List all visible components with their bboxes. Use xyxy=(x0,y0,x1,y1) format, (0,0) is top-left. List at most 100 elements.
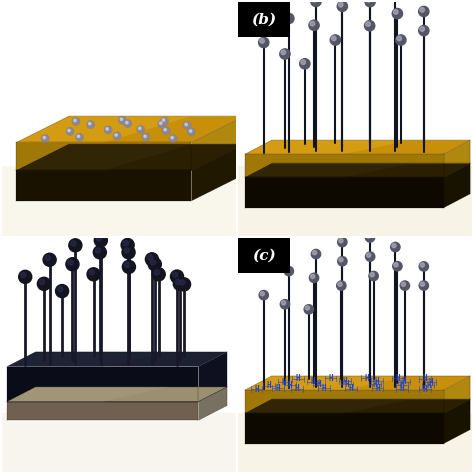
Circle shape xyxy=(69,239,82,252)
Text: H: H xyxy=(422,374,427,383)
Text: H: H xyxy=(295,384,299,393)
Text: H: H xyxy=(426,381,431,390)
Circle shape xyxy=(310,21,315,26)
Circle shape xyxy=(420,282,425,286)
Circle shape xyxy=(259,37,269,48)
Circle shape xyxy=(185,123,187,126)
Circle shape xyxy=(369,271,378,281)
Circle shape xyxy=(280,300,290,309)
Polygon shape xyxy=(7,387,170,401)
Circle shape xyxy=(305,306,310,310)
Circle shape xyxy=(366,234,371,238)
Polygon shape xyxy=(444,399,470,444)
Text: H: H xyxy=(400,384,404,393)
Circle shape xyxy=(158,121,165,128)
Circle shape xyxy=(391,242,400,252)
Circle shape xyxy=(285,15,290,19)
Circle shape xyxy=(158,120,165,128)
Circle shape xyxy=(73,118,79,125)
Circle shape xyxy=(311,0,321,7)
Circle shape xyxy=(147,255,153,260)
Circle shape xyxy=(175,279,181,284)
Polygon shape xyxy=(17,144,191,171)
Circle shape xyxy=(124,248,129,253)
Circle shape xyxy=(190,130,191,132)
Circle shape xyxy=(76,134,83,141)
Circle shape xyxy=(67,128,73,135)
Polygon shape xyxy=(245,164,470,177)
Circle shape xyxy=(126,121,128,124)
Circle shape xyxy=(122,246,135,259)
Circle shape xyxy=(309,20,319,30)
Circle shape xyxy=(104,126,112,134)
Text: H: H xyxy=(396,374,400,383)
Circle shape xyxy=(148,258,161,271)
Circle shape xyxy=(42,135,48,142)
Circle shape xyxy=(338,2,343,7)
Circle shape xyxy=(180,280,185,285)
Circle shape xyxy=(339,238,343,243)
Circle shape xyxy=(330,35,340,45)
Polygon shape xyxy=(444,140,470,177)
Circle shape xyxy=(393,9,398,14)
Circle shape xyxy=(419,26,429,36)
Circle shape xyxy=(259,291,268,300)
Circle shape xyxy=(105,127,111,133)
Polygon shape xyxy=(191,144,244,201)
Circle shape xyxy=(312,251,317,255)
Circle shape xyxy=(160,122,162,124)
Circle shape xyxy=(392,244,396,248)
Circle shape xyxy=(170,135,176,142)
Text: H: H xyxy=(373,380,377,389)
Circle shape xyxy=(66,128,73,135)
Circle shape xyxy=(420,27,425,31)
Circle shape xyxy=(281,50,286,55)
Circle shape xyxy=(96,236,101,241)
Text: H: H xyxy=(254,385,259,394)
Circle shape xyxy=(58,287,63,292)
Circle shape xyxy=(87,121,94,128)
Text: H: H xyxy=(321,384,326,393)
Circle shape xyxy=(397,36,401,41)
Circle shape xyxy=(87,121,94,128)
Polygon shape xyxy=(245,399,470,413)
Circle shape xyxy=(93,246,106,259)
Text: H: H xyxy=(423,385,428,394)
Circle shape xyxy=(124,120,131,128)
Circle shape xyxy=(143,134,149,140)
Circle shape xyxy=(114,133,120,139)
Circle shape xyxy=(74,119,76,122)
Circle shape xyxy=(89,270,94,275)
Circle shape xyxy=(68,129,70,132)
Circle shape xyxy=(401,282,406,286)
Circle shape xyxy=(71,241,76,246)
Circle shape xyxy=(95,248,100,253)
Circle shape xyxy=(89,122,91,125)
Polygon shape xyxy=(17,171,191,201)
Circle shape xyxy=(280,49,290,59)
Circle shape xyxy=(18,270,32,283)
Circle shape xyxy=(173,272,178,277)
Polygon shape xyxy=(245,390,444,413)
Circle shape xyxy=(142,134,150,141)
Text: H: H xyxy=(295,374,300,383)
Circle shape xyxy=(137,126,144,133)
Text: H: H xyxy=(401,377,406,386)
Circle shape xyxy=(119,117,126,123)
Polygon shape xyxy=(444,164,470,208)
Circle shape xyxy=(396,35,406,45)
Circle shape xyxy=(21,273,26,278)
Circle shape xyxy=(125,120,131,127)
Circle shape xyxy=(339,258,343,262)
Text: H: H xyxy=(317,380,321,389)
Polygon shape xyxy=(444,376,470,413)
Circle shape xyxy=(164,128,166,131)
Circle shape xyxy=(163,119,165,121)
Circle shape xyxy=(169,135,177,142)
Circle shape xyxy=(312,0,317,2)
Circle shape xyxy=(72,118,80,125)
Circle shape xyxy=(55,284,69,298)
Circle shape xyxy=(419,6,429,17)
Circle shape xyxy=(366,253,371,257)
Circle shape xyxy=(260,38,264,43)
